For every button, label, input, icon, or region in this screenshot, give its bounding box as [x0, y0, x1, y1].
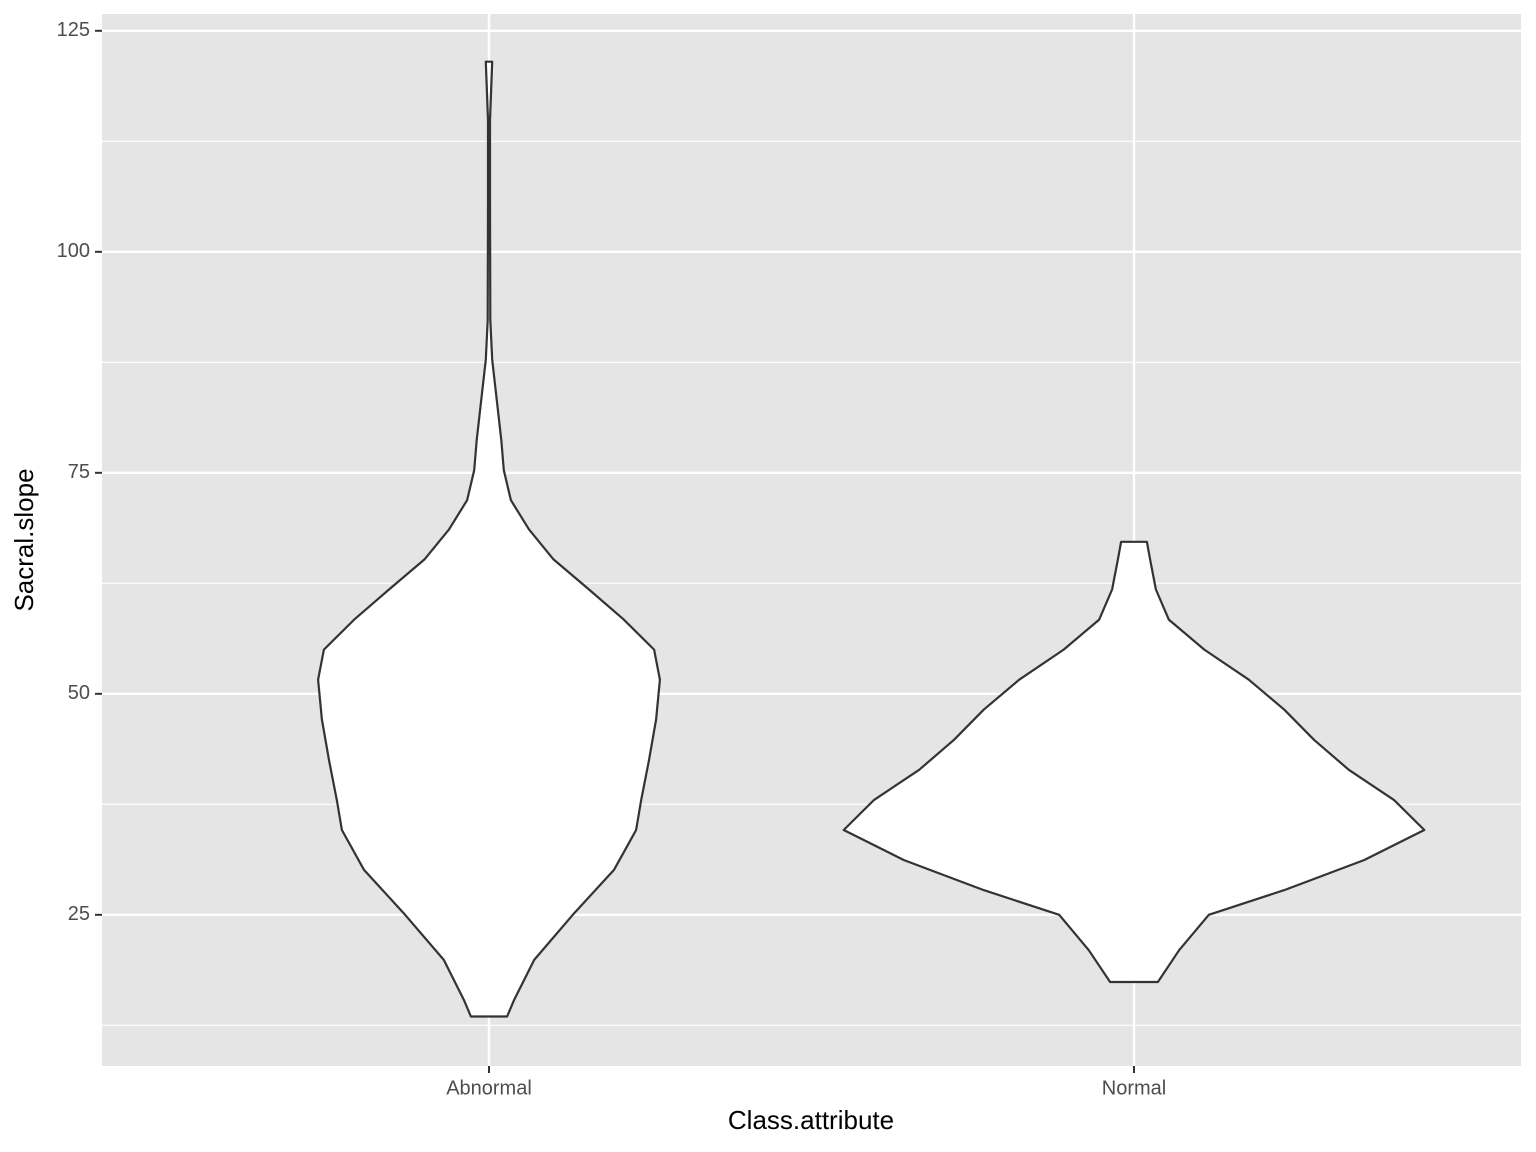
x-tick-label: Abnormal: [446, 1077, 532, 1099]
y-tick-label: 125: [57, 19, 90, 41]
violin: [842, 540, 1426, 984]
y-tick-label: 100: [57, 240, 90, 262]
x-axis-title: Class.attribute: [728, 1105, 894, 1135]
x-tick-label: Normal: [1102, 1077, 1166, 1099]
violin: [317, 60, 661, 1018]
y-axis-title: Sacral.slope: [9, 468, 39, 611]
y-tick-label: 75: [68, 461, 90, 483]
y-tick-label: 50: [68, 682, 90, 704]
panel: [102, 14, 1521, 1066]
y-tick-label: 25: [68, 903, 90, 925]
